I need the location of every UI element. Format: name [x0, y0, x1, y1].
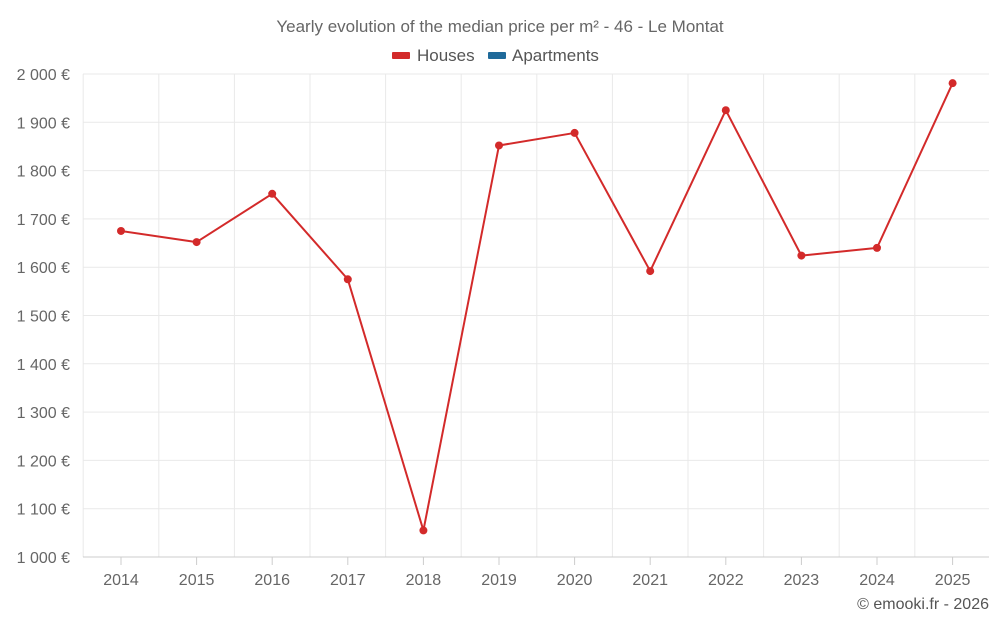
series-line-houses — [120, 82, 954, 532]
x-tick-label: 2025 — [935, 572, 971, 589]
legend[interactable]: Houses Apartments — [392, 46, 599, 65]
legend-swatch-apartments — [488, 52, 506, 59]
y-tick-label: 1 000 € — [17, 550, 70, 567]
y-tick-label: 2 000 € — [17, 67, 70, 84]
x-tick-label: 2016 — [254, 572, 290, 589]
x-tick-label: 2023 — [784, 572, 820, 589]
data-point-houses-2019[interactable]: 2019: 1852 — [495, 141, 503, 150]
data-point-houses-2015[interactable]: 2015: 1652 — [192, 238, 201, 247]
x-tick-label: 2018 — [406, 572, 442, 589]
data-point-houses-2024[interactable]: 2024: 1640 — [873, 243, 881, 252]
x-tick-label: 2019 — [481, 572, 517, 589]
legend-item-apartments[interactable]: Apartments — [488, 46, 599, 65]
data-point-houses-2016[interactable]: 2016: 1752 — [268, 189, 277, 198]
legend-label-apartments: Apartments — [512, 46, 599, 65]
x-tick-label: 2020 — [557, 572, 593, 589]
x-tick-label: 2021 — [632, 572, 668, 589]
x-tick-label: 2017 — [330, 572, 366, 589]
y-tick-label: 1 400 € — [17, 357, 70, 374]
data-point-houses-2014[interactable]: 2014: 1675 — [117, 226, 125, 235]
series-houses: 2014: 1675 2015: 1652 2016: 1752 2017: 1575… — [117, 79, 957, 535]
x-axis: 2014 2015 2016 2017 2018 2019 2020 2021 2022 2023… — [83, 556, 989, 589]
grid — [82, 73, 989, 557]
data-point-houses-2022[interactable]: 2022: 1925 — [721, 106, 730, 115]
y-axis: 1 000 € 1 100 € 1 200 € 1 300 € 1 400 € 1 500… — [17, 67, 70, 567]
legend-label-houses: Houses — [417, 46, 475, 65]
y-tick-label: 1 500 € — [17, 309, 70, 326]
credit-text: © emooki.fr - 2026 — [857, 596, 989, 613]
y-tick-label: 1 300 € — [17, 405, 70, 422]
data-point-houses-2020[interactable]: 2020: 1878 — [570, 128, 579, 137]
series-layer: 2014: 1675 2015: 1652 2016: 1752 2017: 1575… — [117, 79, 957, 535]
y-tick-label: 1 200 € — [17, 453, 70, 470]
x-tick-label: 2024 — [859, 572, 895, 589]
y-tick-label: 1 100 € — [17, 502, 70, 519]
x-tick-label: 2015 — [179, 572, 215, 589]
data-point-houses-2021[interactable]: 2021: 1592 — [646, 267, 655, 276]
y-tick-label: 1 700 € — [17, 212, 70, 229]
data-point-houses-2017[interactable]: 2017: 1575 — [343, 275, 352, 284]
legend-item-houses[interactable]: Houses — [392, 46, 475, 65]
data-point-houses-2025[interactable]: 2025: 1981 — [948, 79, 957, 88]
legend-swatch-houses — [392, 52, 410, 59]
x-tick-label: 2014 — [103, 572, 139, 589]
x-tick-label: 2022 — [708, 572, 744, 589]
y-tick-label: 1 900 € — [17, 115, 70, 132]
data-point-houses-2018[interactable]: 2018: 1055 — [419, 526, 428, 535]
y-tick-label: 1 800 € — [17, 164, 70, 181]
y-tick-label: 1 600 € — [17, 260, 70, 277]
chart-title: Yearly evolution of the median price per… — [276, 17, 724, 36]
data-point-houses-2023[interactable]: 2023: 1624 — [797, 251, 806, 260]
